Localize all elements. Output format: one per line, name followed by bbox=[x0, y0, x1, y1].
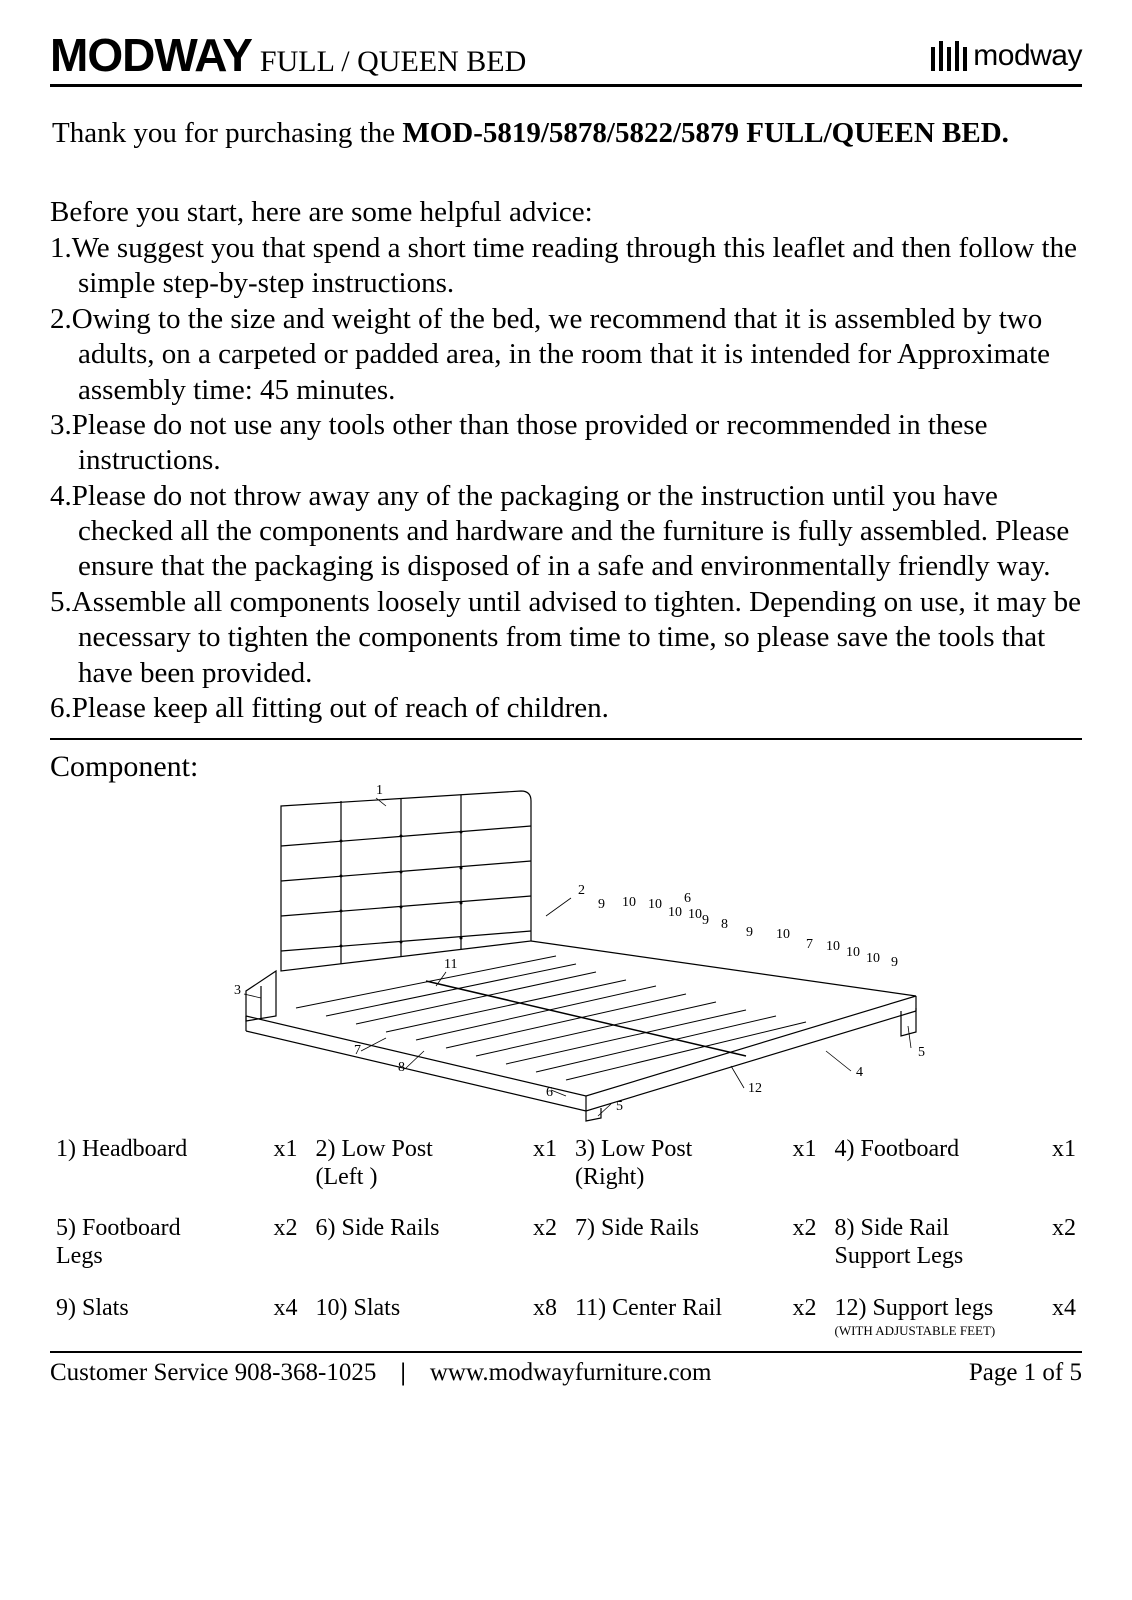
diagram-label: 10 bbox=[688, 907, 702, 922]
part-qty: x2 bbox=[274, 1215, 298, 1242]
diagram-label: 10 bbox=[826, 939, 840, 954]
part-name: 12) Support legs(WITH ADJUSTABLE FEET) bbox=[835, 1295, 1045, 1340]
part-qty: x2 bbox=[1052, 1215, 1076, 1242]
customer-service: Customer Service 908-368-1025 bbox=[50, 1359, 376, 1387]
header-left: MODWAY FULL / QUEEN BED bbox=[50, 28, 526, 82]
part-name: 6) Side Rails bbox=[316, 1215, 526, 1243]
part-qty: x4 bbox=[274, 1295, 298, 1322]
part-subtext: (WITH ADJUSTABLE FEET) bbox=[835, 1324, 1045, 1339]
advice-list: 1.We suggest you that spend a short time… bbox=[50, 231, 1082, 726]
divider-bottom bbox=[50, 1351, 1082, 1353]
divider bbox=[50, 738, 1082, 740]
part-qty: x2 bbox=[533, 1215, 557, 1242]
diagram-label: 5 bbox=[918, 1045, 925, 1060]
advice-item: 3.Please do not use any tools other than… bbox=[50, 408, 1082, 479]
part-qty: x1 bbox=[533, 1136, 557, 1163]
part-qty: x8 bbox=[533, 1295, 557, 1322]
part-qty: x2 bbox=[793, 1215, 817, 1242]
logo-bars-icon bbox=[931, 41, 967, 71]
diagram-label: 10 bbox=[668, 905, 682, 920]
diagram-label: 9 bbox=[702, 913, 709, 928]
part-name: 3) Low Post(Right) bbox=[575, 1136, 785, 1191]
part-item: 7) Side Rails x2 bbox=[575, 1215, 817, 1270]
intro-bold: MOD-5819/5878/5822/5879 FULL/QUEEN BED. bbox=[402, 117, 1009, 149]
bed-diagram: 123455667788999910101010101010101112 bbox=[126, 776, 1006, 1126]
part-item: 4) Footboard x1 bbox=[835, 1136, 1077, 1191]
part-name: 1) Headboard bbox=[56, 1136, 266, 1164]
diagram-label: 10 bbox=[622, 895, 636, 910]
part-qty: x2 bbox=[793, 1295, 817, 1322]
header: MODWAY FULL / QUEEN BED modway bbox=[50, 28, 1082, 87]
diagram-label: 4 bbox=[856, 1065, 863, 1080]
part-name: 4) Footboard bbox=[835, 1136, 1045, 1164]
part-item: 11) Center Rail x2 bbox=[575, 1295, 817, 1340]
part-item: 10) Slats x8 bbox=[316, 1295, 558, 1340]
part-name: 2) Low Post(Left ) bbox=[316, 1136, 526, 1191]
diagram-label: 7 bbox=[806, 937, 813, 952]
diagram-label: 10 bbox=[846, 945, 860, 960]
part-item: 2) Low Post(Left ) x1 bbox=[316, 1136, 558, 1191]
part-item: 9) Slats x4 bbox=[56, 1295, 298, 1340]
product-name: FULL / QUEEN BED bbox=[260, 45, 526, 79]
part-qty: x4 bbox=[1052, 1295, 1076, 1322]
diagram-label: 8 bbox=[721, 917, 728, 932]
footer-left: Customer Service 908-368-1025 | www.modw… bbox=[50, 1359, 712, 1387]
advice-item: 4.Please do not throw away any of the pa… bbox=[50, 479, 1082, 585]
part-qty: x1 bbox=[1052, 1136, 1076, 1163]
parts-grid: 1) Headboardx12) Low Post(Left )x13) Low… bbox=[50, 1136, 1082, 1339]
logo-text: modway bbox=[973, 39, 1082, 73]
intro-text: Thank you for purchasing the MOD-5819/58… bbox=[50, 117, 1082, 150]
diagram-label: 10 bbox=[866, 951, 880, 966]
part-item: 3) Low Post(Right) x1 bbox=[575, 1136, 817, 1191]
part-name: 5) FootboardLegs bbox=[56, 1215, 266, 1270]
website: www.modwayfurniture.com bbox=[430, 1359, 712, 1387]
part-item: 8) Side RailSupport Legs x2 bbox=[835, 1215, 1077, 1270]
part-name: 11) Center Rail bbox=[575, 1295, 785, 1323]
part-item: 1) Headboard x1 bbox=[56, 1136, 298, 1191]
diagram-label: 11 bbox=[444, 957, 457, 972]
diagram-label: 1 bbox=[376, 783, 383, 798]
part-name: 9) Slats bbox=[56, 1295, 266, 1323]
part-name: 10) Slats bbox=[316, 1295, 526, 1323]
advice-item: 1.We suggest you that spend a short time… bbox=[50, 231, 1082, 302]
diagram-label: 2 bbox=[578, 883, 585, 898]
diagram-wrap: 123455667788999910101010101010101112 bbox=[50, 776, 1082, 1126]
diagram-label: 9 bbox=[891, 955, 898, 970]
diagram-label: 3 bbox=[234, 983, 241, 998]
brand-logo: modway bbox=[931, 39, 1082, 73]
part-qty: x1 bbox=[793, 1136, 817, 1163]
part-name: 7) Side Rails bbox=[575, 1215, 785, 1243]
footer-separator: | bbox=[400, 1359, 406, 1387]
advice-item: 6.Please keep all fitting out of reach o… bbox=[50, 691, 1082, 726]
part-name: 8) Side RailSupport Legs bbox=[835, 1215, 1045, 1270]
advice-item: 5.Assemble all components loosely until … bbox=[50, 585, 1082, 691]
brand-name: MODWAY bbox=[50, 28, 252, 82]
diagram-label: 6 bbox=[684, 891, 691, 906]
diagram-label: 6 bbox=[546, 1085, 553, 1100]
advice-heading: Before you start, here are some helpful … bbox=[50, 196, 1082, 229]
diagram-label: 10 bbox=[776, 927, 790, 942]
diagram-label: 9 bbox=[746, 925, 753, 940]
part-item: 6) Side Rails x2 bbox=[316, 1215, 558, 1270]
part-qty: x1 bbox=[274, 1136, 298, 1163]
diagram-label: 8 bbox=[398, 1060, 405, 1075]
diagram-label: 10 bbox=[648, 897, 662, 912]
part-item: 5) FootboardLegs x2 bbox=[56, 1215, 298, 1270]
page-number: Page 1 of 5 bbox=[969, 1359, 1082, 1387]
diagram-label: 7 bbox=[354, 1043, 361, 1058]
part-item: 12) Support legs(WITH ADJUSTABLE FEET) x4 bbox=[835, 1295, 1077, 1340]
intro-prefix: Thank you for purchasing the bbox=[52, 117, 402, 149]
advice-item: 2.Owing to the size and weight of the be… bbox=[50, 302, 1082, 408]
diagram-label: 9 bbox=[598, 897, 605, 912]
component-section: Component: bbox=[50, 750, 1082, 1339]
diagram-label: 12 bbox=[748, 1081, 762, 1096]
diagram-label: 5 bbox=[616, 1099, 623, 1114]
footer: Customer Service 908-368-1025 | www.modw… bbox=[50, 1359, 1082, 1387]
